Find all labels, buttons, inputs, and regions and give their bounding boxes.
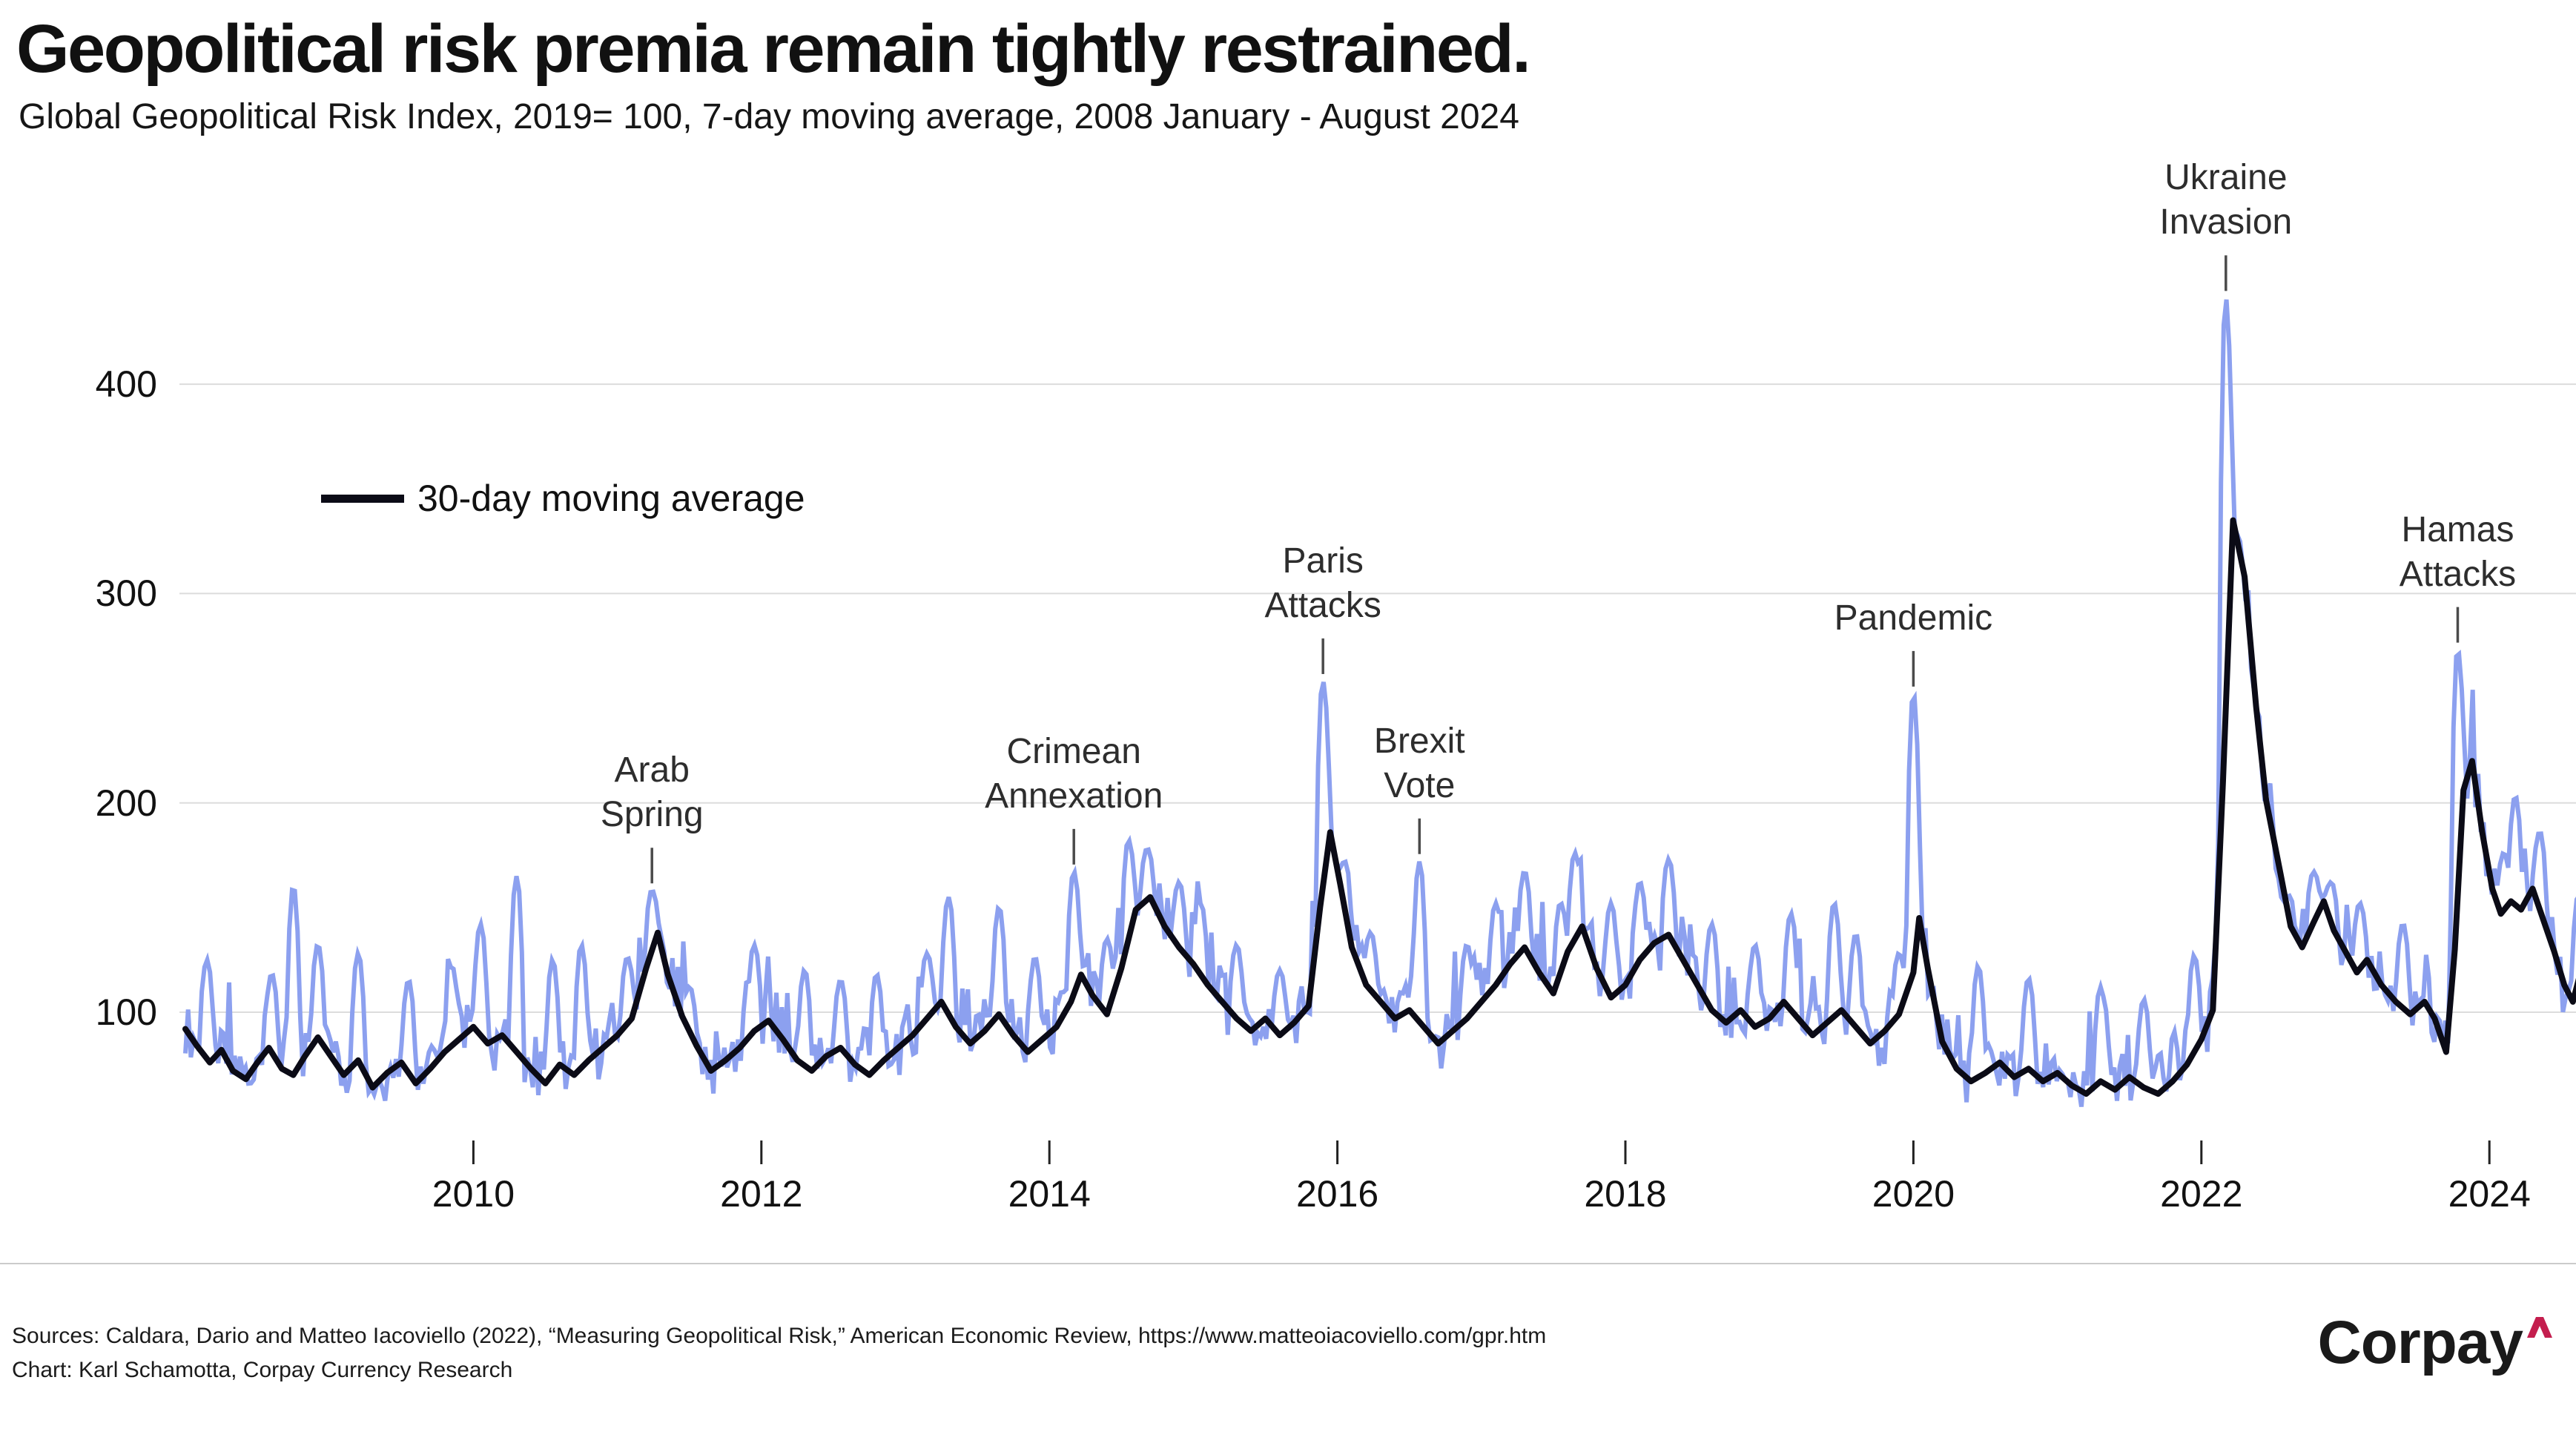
annotation-ukraine-invasion-line-1: Ukraine	[2164, 158, 2288, 198]
annotation-brexit-vote-line-1: Brexit	[1373, 721, 1465, 761]
sources-line: Sources: Caldara, Dario and Matteo Iacov…	[12, 1324, 1547, 1348]
annotation-arab-spring: Arab Spring	[601, 748, 704, 837]
x-axis-label-2016: 2016	[1295, 1173, 1379, 1215]
x-axis-label-2024: 2024	[2448, 1173, 2531, 1215]
y-axis-label-400: 400	[95, 363, 157, 406]
chart-subtitle: Global Geopolitical Risk Index, 2019= 10…	[19, 97, 1519, 136]
annotation-pandemic-line-1: Pandemic	[1834, 598, 1993, 638]
annotation-hamas-attacks-line-2: Attacks	[2399, 554, 2517, 594]
legend: 30-day moving average	[321, 475, 805, 521]
y-axis-label-200: 200	[95, 782, 157, 824]
page-title: Geopolitical risk premia remain tightly …	[16, 11, 1531, 87]
x-axis-label-2022: 2022	[2160, 1173, 2243, 1215]
annotation-hamas-attacks-line-1: Hamas	[2401, 509, 2514, 549]
annotation-crimean-annexation-line-2: Annexation	[985, 776, 1163, 816]
y-axis-label-100: 100	[95, 991, 157, 1033]
x-axis-label-2014: 2014	[1008, 1173, 1091, 1215]
y-axis-label-300: 300	[95, 572, 157, 615]
annotation-paris-attacks-line-1: Paris	[1282, 541, 1364, 581]
corpay-logo-text: Corpay	[2317, 1309, 2523, 1376]
corpay-logo: Corpay	[2317, 1313, 2554, 1373]
annotation-pandemic: Pandemic	[1834, 596, 1992, 641]
annotation-paris-attacks-line-2: Attacks	[1264, 585, 1381, 625]
annotation-crimean-annexation: Crimean Annexation	[985, 730, 1163, 819]
annotation-crimean-annexation-line-1: Crimean	[1006, 731, 1141, 771]
annotation-ukraine-invasion: Ukraine Invasion	[2159, 156, 2292, 245]
series-7day-line	[183, 299, 2576, 1107]
x-axis-label-2018: 2018	[1584, 1173, 1667, 1215]
annotation-arab-spring-line-2: Spring	[600, 795, 704, 835]
annotation-arab-spring-line-1: Arab	[614, 750, 690, 790]
annotation-brexit-vote-line-2: Vote	[1384, 765, 1456, 805]
annotation-brexit-vote: Brexit Vote	[1374, 719, 1465, 808]
annotation-paris-attacks: Paris Attacks	[1264, 539, 1381, 628]
footer-divider	[0, 1263, 2576, 1264]
legend-label: 30-day moving average	[417, 478, 805, 519]
series-30day-line	[182, 517, 2576, 1097]
x-axis-label-2012: 2012	[720, 1173, 803, 1215]
legend-line-swatch	[321, 494, 404, 503]
annotation-hamas-attacks: Hamas Attacks	[2400, 508, 2516, 597]
chart-credit-line: Chart: Karl Schamotta, Corpay Currency R…	[12, 1358, 513, 1382]
x-axis-label-2020: 2020	[1872, 1173, 1955, 1215]
annotation-ukraine-invasion-line-2: Invasion	[2159, 202, 2293, 242]
source-note: Sources: Caldara, Dario and Matteo Iacov…	[12, 1319, 1546, 1387]
x-axis-label-2010: 2010	[432, 1173, 515, 1215]
corpay-caret-icon	[2527, 1317, 2552, 1338]
